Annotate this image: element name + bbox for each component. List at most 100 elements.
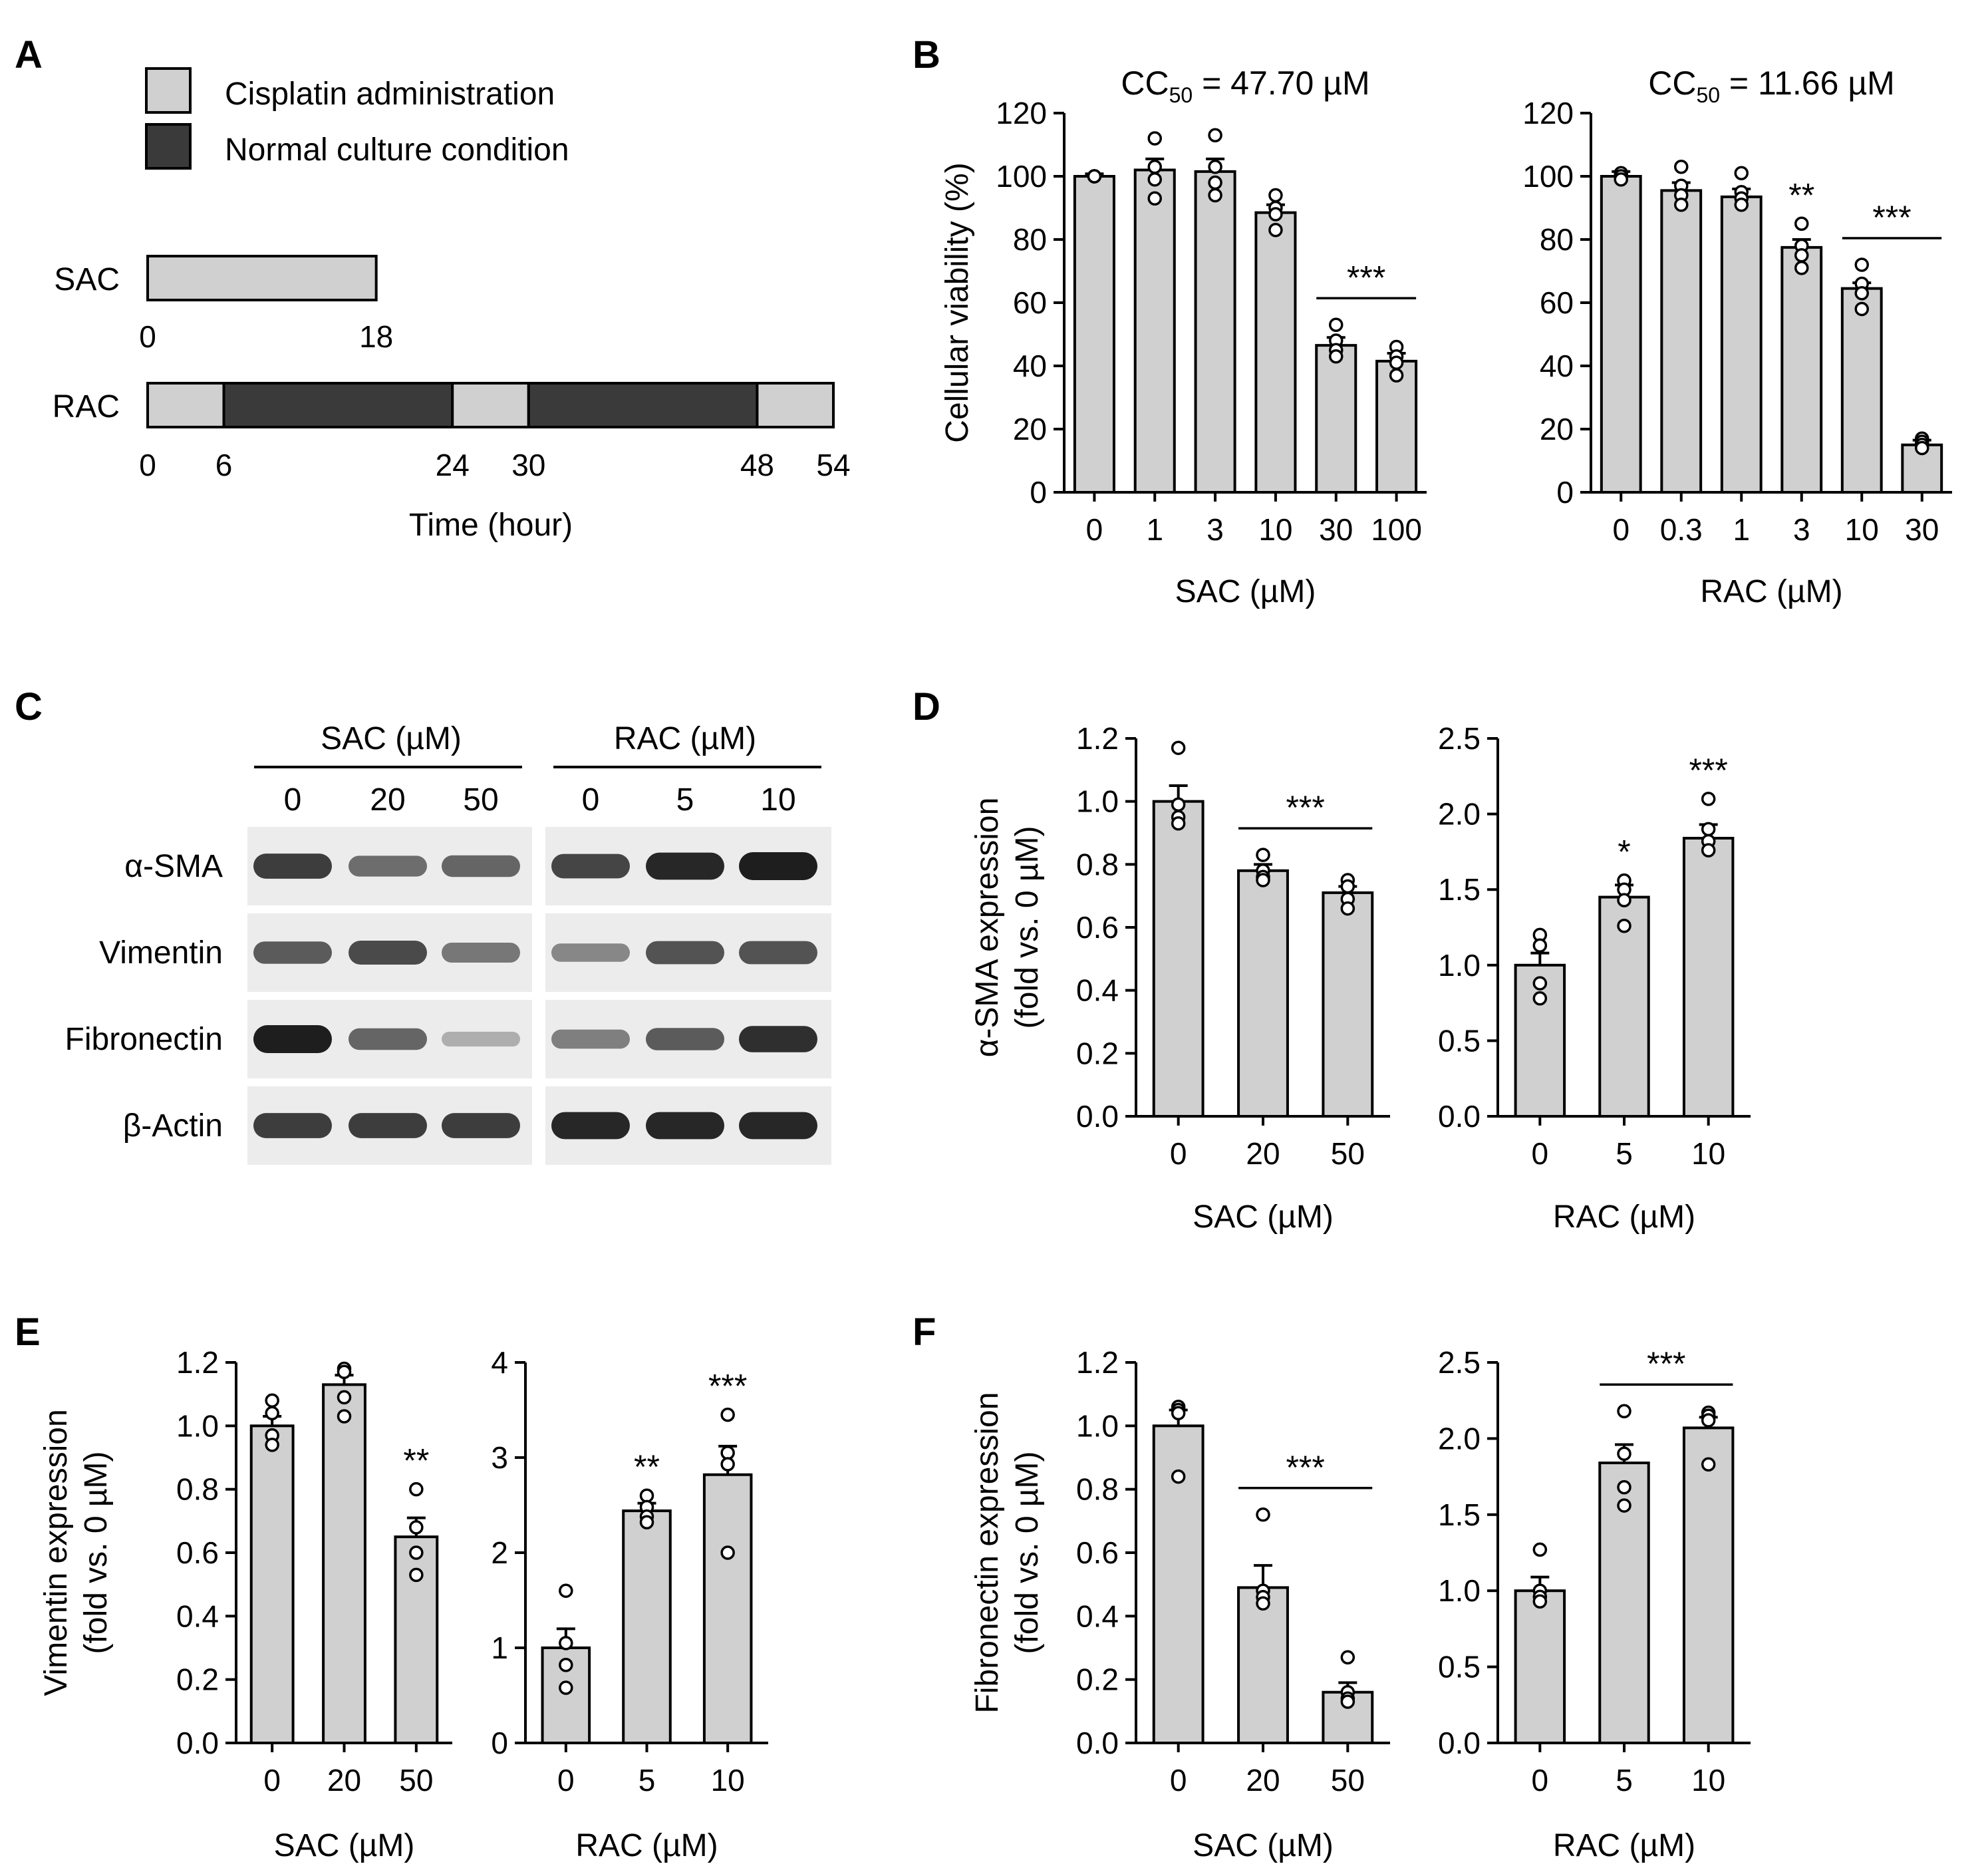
bar — [1682, 836, 1735, 1118]
bar — [1315, 344, 1357, 494]
bar — [1254, 211, 1297, 494]
timeline-row-label-rac: RAC — [53, 389, 120, 424]
blot-band — [739, 1026, 817, 1052]
y-tick-label: 0.5 — [1438, 1023, 1481, 1058]
x-tick-label: 10 — [711, 1763, 745, 1798]
bar — [1840, 287, 1883, 494]
data-point — [1854, 301, 1869, 317]
bar — [1660, 189, 1703, 494]
data-point — [1701, 1413, 1716, 1428]
y-tick-label: 0.4 — [1076, 973, 1119, 1008]
y-axis-label-units: (fold vs. 0 µM) — [78, 1451, 114, 1654]
blot-band — [551, 1029, 630, 1049]
y-tick-label: 1.2 — [176, 1345, 219, 1380]
y-tick-label: 100 — [1522, 159, 1574, 194]
y-tick-label: 40 — [1013, 349, 1047, 383]
x-tick-label: 5 — [638, 1763, 656, 1798]
timeline-tick-label: 0 — [139, 319, 156, 354]
y-tick-label: 60 — [1013, 285, 1047, 320]
data-point — [1256, 1596, 1270, 1611]
data-point — [1734, 166, 1749, 180]
timeline-tick-label: 30 — [511, 448, 545, 482]
blot-band — [646, 1112, 724, 1140]
data-point — [1701, 822, 1716, 837]
data-point — [337, 1390, 352, 1405]
bar — [1237, 869, 1289, 1118]
y-tick-label: 0 — [491, 1726, 508, 1760]
bar — [1073, 175, 1115, 494]
x-axis-label: SAC (µM) — [1175, 574, 1316, 609]
timeline-tick-label: 18 — [359, 319, 393, 354]
chart-e-sac-vimentin: 0.0 0.2 0.4 0.6 0.8 1.0 1.2 0 20 50 ** SAC (µM) Vime… — [39, 1345, 452, 1863]
data-point — [1734, 198, 1749, 212]
blot-lane-label: 20 — [370, 782, 405, 818]
data-point — [1208, 128, 1222, 142]
data-point — [1268, 223, 1283, 237]
data-point — [1794, 261, 1809, 275]
blot-group-title: RAC (µM) — [614, 721, 756, 756]
chart-b-sac-viability: 0 20 40 60 80 100 120 0 1 3 10 30 100 *** SAC (µM) Cell… — [940, 65, 1427, 609]
y-tick-label: 0.0 — [1076, 1726, 1119, 1760]
x-tick-label: 30 — [1905, 512, 1939, 547]
x-tick-label: 1 — [1146, 512, 1163, 547]
chart-title: CC50 = 47.70 µM — [1121, 65, 1369, 107]
panel-letter-d: D — [913, 685, 940, 728]
x-tick-label: 50 — [1331, 1763, 1365, 1798]
y-tick-label: 80 — [1013, 222, 1047, 257]
bar — [249, 1424, 295, 1744]
data-point — [1087, 169, 1102, 184]
timeline-segment — [146, 255, 378, 301]
x-tick-label: 10 — [1258, 512, 1292, 547]
data-point — [1701, 843, 1716, 858]
legend-label-cisplatin: Cisplatin administration — [225, 77, 555, 112]
bar — [622, 1509, 672, 1745]
data-point — [265, 1393, 279, 1408]
data-point — [1147, 131, 1162, 146]
data-point — [639, 1515, 654, 1529]
significance-stars: *** — [1647, 1345, 1685, 1382]
x-tick-label: 5 — [1616, 1763, 1633, 1798]
chart-f-rac-fibronectin: 0.0 0.5 1.0 1.5 2.0 2.5 0 5 10 *** RAC (µM) — [1438, 1345, 1751, 1863]
bar — [1720, 195, 1763, 494]
data-point — [1701, 1457, 1716, 1472]
y-tick-label: 1.0 — [176, 1408, 219, 1443]
timeline-segment — [146, 382, 225, 428]
data-point — [265, 1406, 279, 1421]
y-tick-label: 0.2 — [1076, 1662, 1119, 1697]
x-tick-label: 20 — [327, 1763, 361, 1798]
data-point — [1389, 368, 1404, 383]
significance-stars: * — [1618, 834, 1630, 871]
timeline-segment — [222, 382, 454, 428]
data-point — [1532, 938, 1548, 953]
blot-band — [253, 1113, 332, 1138]
y-tick-label: 0.6 — [1076, 1535, 1119, 1570]
significance-stars: *** — [1689, 752, 1727, 789]
data-point — [1794, 248, 1809, 263]
chart-d-sac-asma: 0.0 0.2 0.4 0.6 0.8 1.0 1.2 0 20 50 *** SAC (µM) α-S… — [970, 721, 1390, 1235]
blot-band — [349, 856, 427, 877]
significance-stars: *** — [1286, 789, 1324, 826]
data-point — [1340, 1694, 1355, 1709]
timeline-segment — [451, 382, 530, 428]
data-point — [1701, 792, 1716, 806]
blot-group-title: SAC (µM) — [321, 721, 462, 756]
data-point — [1208, 160, 1222, 174]
blot-lane-label: 10 — [760, 782, 795, 818]
bar — [1682, 1426, 1735, 1745]
data-point — [720, 1446, 735, 1460]
y-tick-label: 2 — [491, 1535, 508, 1570]
data-point — [1147, 172, 1162, 187]
legend-swatch-normal — [145, 123, 192, 170]
blot-band — [349, 1113, 427, 1138]
y-tick-label: 1.0 — [1076, 1408, 1119, 1443]
timeline-xlabel: Time (hour) — [409, 508, 573, 543]
blot-band — [646, 1028, 724, 1050]
y-tick-label: 80 — [1540, 222, 1574, 257]
panel-letter-e: E — [15, 1311, 41, 1354]
bar — [1322, 891, 1374, 1118]
x-axis-label: RAC (µM) — [1553, 1199, 1695, 1235]
legend-label-normal: Normal culture condition — [225, 132, 569, 168]
y-tick-label: 40 — [1540, 349, 1574, 383]
significance-stars: ** — [403, 1442, 429, 1480]
